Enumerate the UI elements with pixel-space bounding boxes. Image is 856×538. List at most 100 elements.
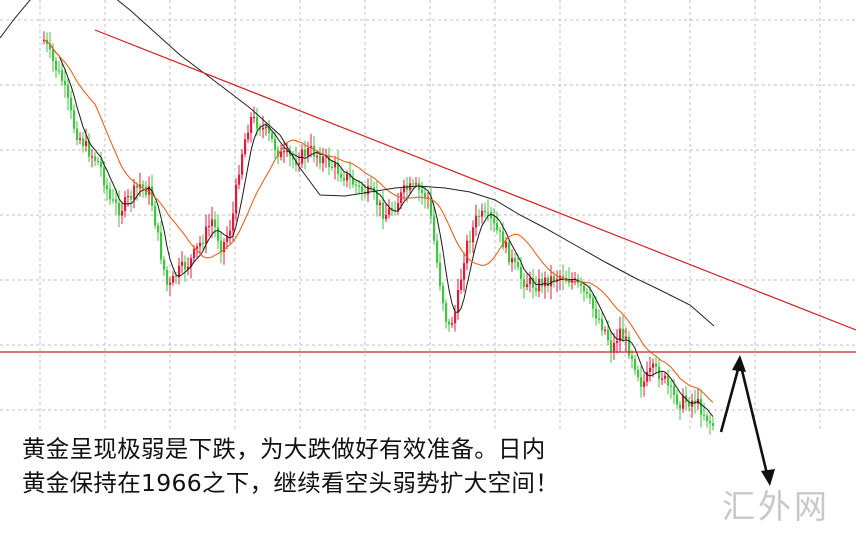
candle-body bbox=[274, 139, 277, 150]
candle-body bbox=[157, 225, 160, 233]
candle-body bbox=[370, 186, 373, 188]
candle-body bbox=[352, 177, 355, 185]
candle-body bbox=[550, 276, 553, 287]
candle-body bbox=[682, 395, 685, 409]
candle-body bbox=[322, 156, 325, 164]
caption-line-2: 黄金保持在1966之下，继续看空头弱势扩大空间！ bbox=[22, 469, 560, 497]
grid-lines bbox=[0, 0, 856, 430]
overlay-lines bbox=[0, 0, 856, 486]
candle-body bbox=[505, 242, 508, 248]
candle-body bbox=[193, 248, 196, 259]
candle-body bbox=[622, 328, 625, 340]
candle-body bbox=[640, 377, 643, 387]
candle-body bbox=[598, 318, 601, 320]
candle-body bbox=[256, 117, 259, 129]
candle-body bbox=[523, 279, 526, 288]
candle-body bbox=[586, 291, 589, 294]
candle-body bbox=[196, 246, 199, 249]
candle-body bbox=[538, 278, 541, 292]
candle-body bbox=[172, 275, 175, 283]
short-moving-average bbox=[43, 39, 714, 417]
candle-body bbox=[592, 297, 595, 309]
candle-body bbox=[163, 259, 166, 270]
candle-body bbox=[55, 60, 58, 71]
candle-body bbox=[424, 192, 427, 199]
candle-body bbox=[259, 128, 262, 130]
candle-body bbox=[310, 145, 313, 149]
candle-body bbox=[661, 378, 664, 380]
long-moving-average bbox=[0, 0, 715, 327]
candle-body bbox=[676, 394, 679, 405]
candle-body bbox=[133, 185, 136, 200]
candle-body bbox=[583, 285, 586, 292]
candle-body bbox=[70, 97, 73, 111]
candle-body bbox=[97, 160, 100, 163]
candle-body bbox=[412, 183, 415, 185]
candle-body bbox=[658, 366, 661, 380]
candle-body bbox=[340, 174, 343, 178]
candle-body bbox=[493, 218, 496, 223]
watermark-logo: 汇外网 bbox=[722, 487, 830, 526]
candle-body bbox=[298, 163, 301, 165]
candle-body bbox=[595, 308, 598, 319]
candle-body bbox=[106, 185, 109, 190]
projection-down-arrow bbox=[738, 361, 770, 479]
candle-body bbox=[634, 359, 637, 370]
candle-body bbox=[652, 363, 655, 368]
candle-body bbox=[301, 149, 304, 164]
candle-body bbox=[454, 312, 457, 324]
candle-body bbox=[67, 85, 70, 98]
caption-line-1: 黄金呈现极弱是下跌，为大跌做好有效准备。日内 bbox=[22, 435, 546, 463]
candle-body bbox=[421, 189, 424, 193]
candle-body bbox=[64, 80, 67, 86]
candle-body bbox=[241, 154, 244, 175]
candle-body bbox=[49, 43, 52, 50]
candle-body bbox=[214, 219, 217, 228]
candle-body bbox=[679, 404, 682, 409]
candle-body bbox=[115, 199, 118, 203]
candle-body bbox=[73, 110, 76, 129]
candle-body bbox=[709, 421, 712, 424]
candle-body bbox=[646, 371, 649, 382]
candle-body bbox=[694, 400, 697, 404]
candle-body bbox=[361, 186, 364, 192]
candle-body bbox=[181, 261, 184, 266]
candle-body bbox=[187, 266, 190, 270]
candle-body bbox=[607, 329, 610, 341]
descending-trendline bbox=[94, 29, 856, 331]
candle-body bbox=[328, 155, 331, 167]
candle-body bbox=[385, 215, 388, 219]
candle-body bbox=[211, 219, 214, 226]
candle-body bbox=[307, 148, 310, 157]
candle-body bbox=[226, 235, 229, 242]
candle-body bbox=[109, 189, 112, 200]
candle-body bbox=[286, 150, 289, 152]
candle-body bbox=[610, 340, 613, 352]
candle-body bbox=[229, 230, 232, 236]
candle-body bbox=[535, 287, 538, 292]
candle-body bbox=[601, 319, 604, 331]
candle-body bbox=[358, 185, 361, 187]
candle-body bbox=[220, 240, 223, 252]
candle-body bbox=[631, 355, 634, 359]
candle-body bbox=[148, 186, 151, 195]
candle-body bbox=[142, 184, 145, 187]
candle-body bbox=[376, 192, 379, 206]
candle-body bbox=[496, 223, 499, 231]
candle-body bbox=[190, 258, 193, 267]
candle-body bbox=[331, 166, 334, 168]
candle-body bbox=[85, 141, 88, 147]
candle-body bbox=[469, 240, 472, 243]
candle-body bbox=[250, 117, 253, 133]
candle-body bbox=[529, 277, 532, 285]
candle-body bbox=[637, 369, 640, 378]
candle-body bbox=[175, 275, 178, 278]
candle-body bbox=[649, 367, 652, 372]
candle-body bbox=[544, 277, 547, 287]
candle-body bbox=[670, 385, 673, 387]
candle-body bbox=[166, 269, 169, 285]
candle-body bbox=[88, 141, 91, 157]
candle-body bbox=[343, 177, 346, 181]
candle-body bbox=[316, 155, 319, 158]
